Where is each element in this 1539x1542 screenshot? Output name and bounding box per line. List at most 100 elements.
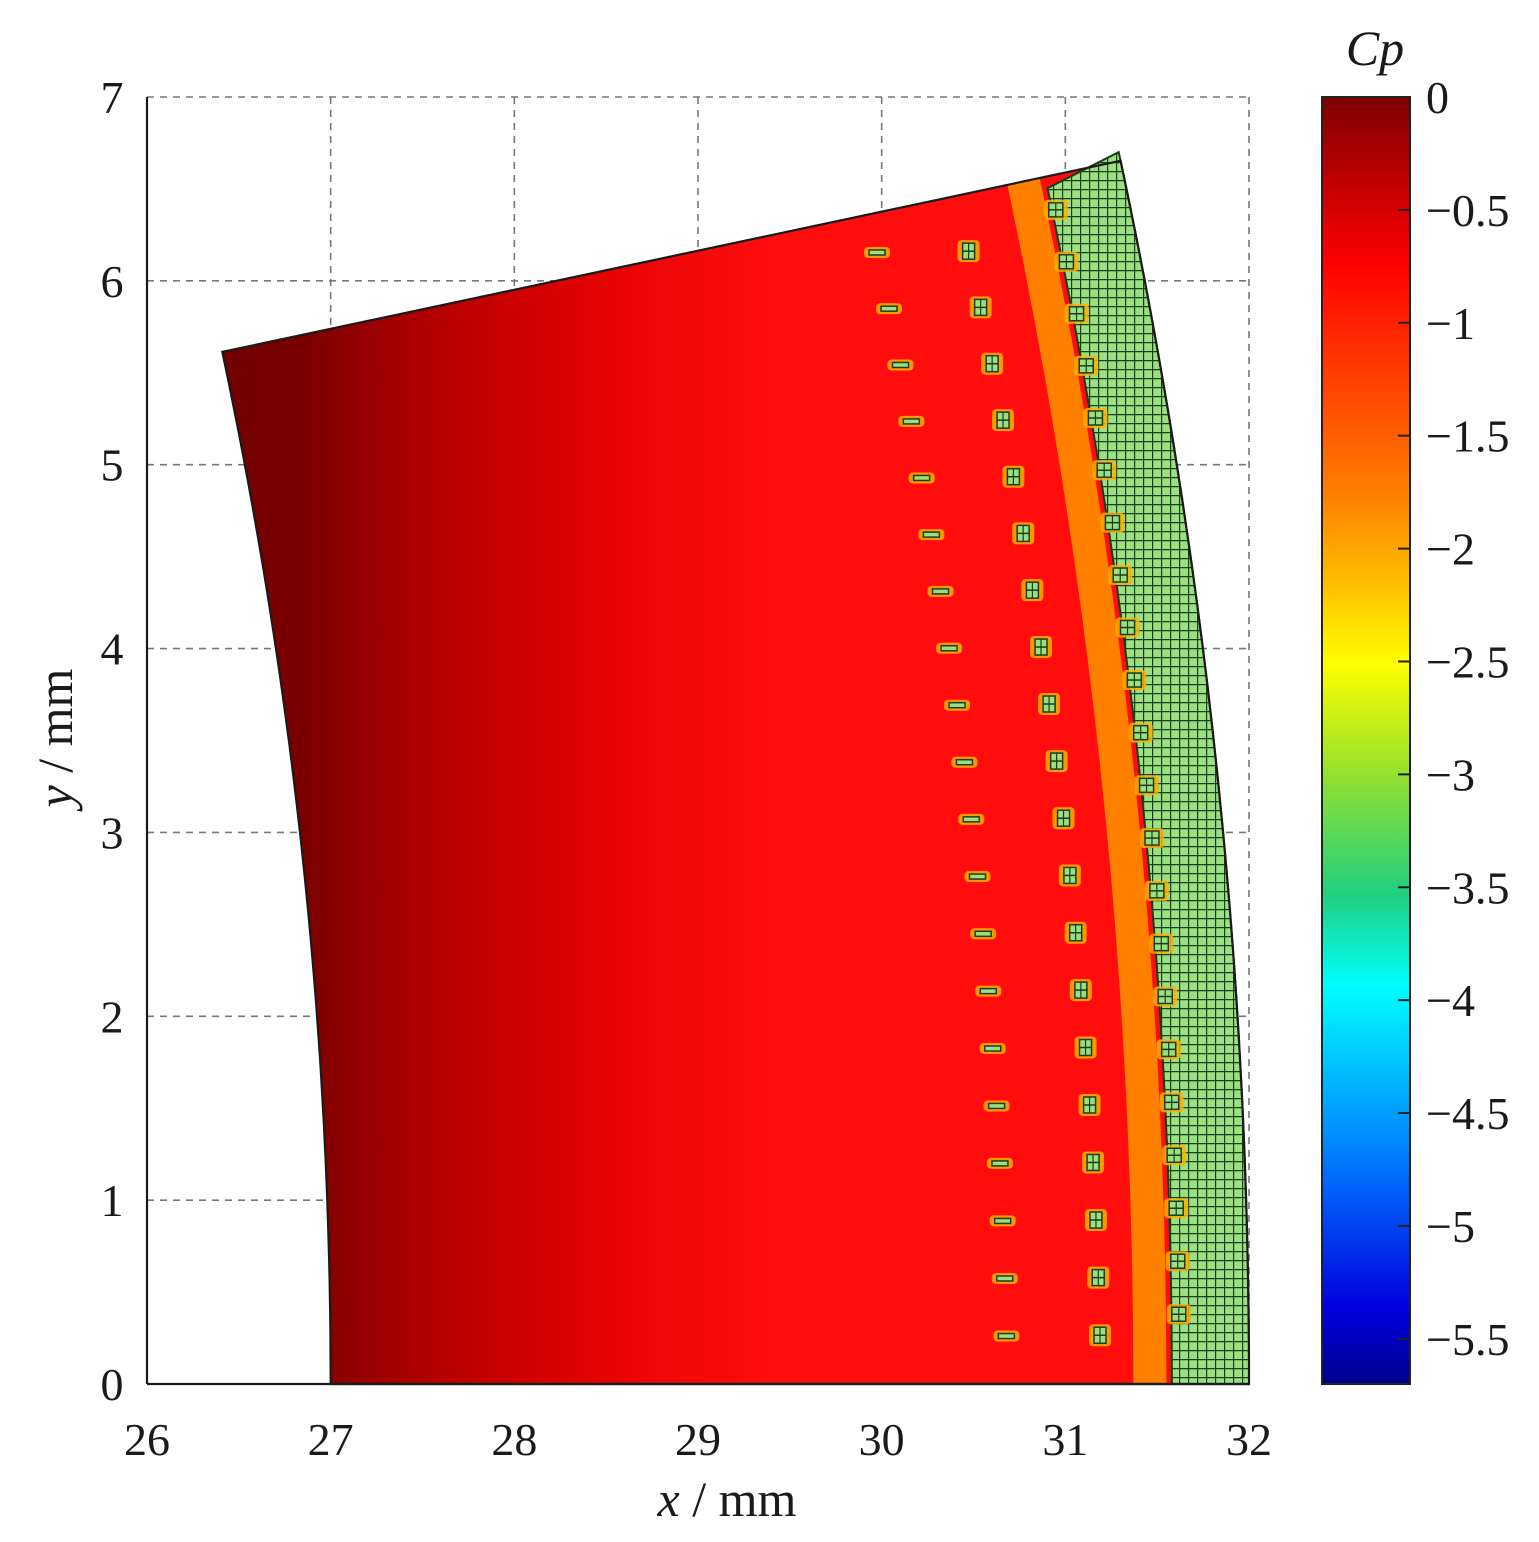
y-axis-label: y / mm <box>27 668 83 812</box>
x-axis-label: x / mm <box>657 1471 797 1527</box>
x-tick-label: 30 <box>859 1414 905 1465</box>
y-axis-symbol: y <box>27 784 83 812</box>
colorbar-tick-label: −1 <box>1426 298 1475 349</box>
cavitation-marker <box>1108 565 1133 586</box>
cavitation-marker <box>993 1330 1020 1342</box>
x-tick-label: 29 <box>675 1414 721 1465</box>
cavity-core <box>955 758 974 766</box>
cavitation-marker <box>991 1272 1018 1284</box>
colorbar-tick-label: −2 <box>1426 524 1475 575</box>
cavitation-marker <box>1074 1036 1097 1059</box>
cavitation-marker <box>975 985 1002 997</box>
cavitation-marker <box>992 409 1015 432</box>
colorbar-tick-label: −5.5 <box>1426 1314 1509 1365</box>
cavitation-marker <box>1122 670 1147 691</box>
cavity-core <box>993 1217 1012 1225</box>
cavity-core <box>912 474 931 482</box>
cavitation-marker <box>986 1157 1013 1169</box>
cavitation-marker <box>1012 522 1035 545</box>
colorbar-tick-label: 0 <box>1426 72 1449 123</box>
cavitation-marker <box>958 813 985 825</box>
colorbar-tick-label: −0.5 <box>1426 185 1509 236</box>
colorbar-tick-label: −4 <box>1426 975 1475 1026</box>
colorbar-tick-label: −1.5 <box>1426 411 1509 462</box>
cavitation-marker <box>1083 407 1108 428</box>
cavitation-marker <box>1045 750 1068 773</box>
x-tick-label: 26 <box>124 1414 170 1465</box>
y-tick-label: 3 <box>101 807 124 858</box>
cavitation-marker <box>983 1100 1010 1112</box>
cavitation-marker <box>1087 1266 1110 1289</box>
flow-domain <box>220 150 1251 1386</box>
colorbar-tick-label: −3 <box>1426 749 1475 800</box>
cavity-core <box>987 1102 1006 1110</box>
cavitation-marker <box>1043 199 1068 220</box>
cavitation-marker <box>944 699 971 711</box>
cavity-core <box>991 1160 1009 1167</box>
colorbar <box>1321 96 1411 1385</box>
cavitation-marker <box>1052 807 1075 830</box>
cavity-core <box>962 816 981 823</box>
x-tick-label: 32 <box>1226 1414 1272 1465</box>
cavity-core <box>996 1275 1014 1282</box>
colorbar-tick-label: −3.5 <box>1426 862 1509 913</box>
cavitation-marker <box>1092 460 1117 481</box>
cavitation-marker <box>1128 722 1153 743</box>
cavity-core <box>868 249 886 256</box>
y-axis-unit: / mm <box>27 668 83 785</box>
y-tick-label: 5 <box>101 440 124 491</box>
cavitation-marker <box>969 296 992 319</box>
cp-field <box>222 160 1249 1384</box>
cavitation-marker <box>1164 1198 1189 1219</box>
cavity-core <box>979 987 997 995</box>
colorbar-tick-label: −5 <box>1426 1201 1475 1252</box>
cavitation-marker <box>1074 355 1099 376</box>
cavitation-marker <box>1078 1093 1101 1116</box>
cavitation-marker <box>1002 465 1025 488</box>
cavitation-marker <box>1021 579 1044 602</box>
cavitation-marker <box>951 756 978 768</box>
cavitation-marker <box>918 529 945 541</box>
cavitation-marker <box>981 352 1004 375</box>
y-tick-labels: 0 1 2 3 4 5 6 7 <box>101 72 124 1410</box>
cavitation-marker <box>1030 636 1053 659</box>
cavitation-marker <box>1144 880 1169 901</box>
cavitation-marker <box>1100 512 1125 533</box>
domain-outline <box>220 159 1251 1386</box>
colorbar-tick-label: −2.5 <box>1426 636 1509 687</box>
cavitation-marker <box>1139 828 1164 849</box>
cavity-core <box>931 588 950 595</box>
y-tick-label: 0 <box>101 1359 124 1410</box>
y-tick-label: 4 <box>101 624 124 675</box>
cavitation-marker <box>1082 1151 1105 1174</box>
y-tick-label: 6 <box>101 256 124 307</box>
cavitation-marker <box>1134 775 1159 796</box>
cavitation-marker <box>1038 693 1061 716</box>
plot-frame <box>145 97 1249 1386</box>
cavitation-marker <box>964 871 991 883</box>
cavitation-marker <box>1084 1209 1107 1232</box>
cavitation-marker <box>957 240 980 263</box>
cavitation-marker <box>908 472 935 484</box>
y-tick-label: 1 <box>101 1175 124 1226</box>
cavity-core <box>940 644 958 652</box>
cavitation-marker <box>927 585 954 597</box>
cavitation-markers <box>864 199 1191 1347</box>
y-tick-label: 7 <box>101 72 124 123</box>
cavitation-marker <box>989 1215 1016 1227</box>
cavitation-marker <box>1115 617 1140 638</box>
cavitation-marker <box>1162 1145 1187 1166</box>
cavity-core <box>974 930 992 938</box>
cavity-core <box>880 305 898 312</box>
cavitation-marker <box>864 246 891 258</box>
cavity-core <box>948 701 966 709</box>
cavitation-marker <box>1064 921 1087 944</box>
cavitation-marker <box>1054 251 1079 272</box>
cavity-core <box>997 1332 1016 1340</box>
x-tick-label: 27 <box>308 1414 354 1465</box>
colorbar-ticks: 0 −0.5 −1 −1.5 −2 −2.5 −3 −3.5 −4 −4.5 −5 −5.5 <box>1398 72 1509 1365</box>
cavitation-marker <box>1156 1039 1181 1060</box>
cavitation-marker <box>1058 864 1081 887</box>
x-tick-labels: 26 27 28 29 30 31 32 <box>124 1414 1272 1465</box>
